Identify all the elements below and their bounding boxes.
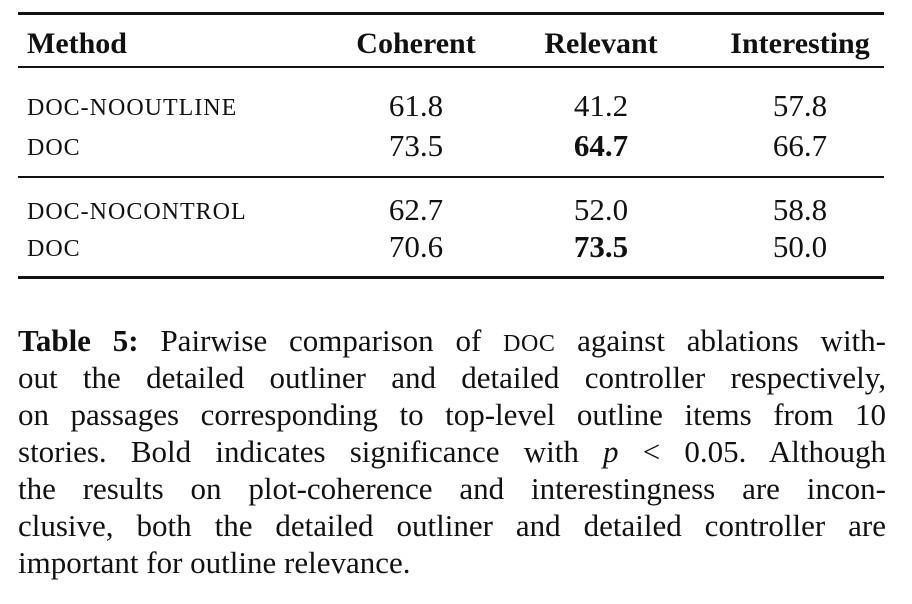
caption-label: Table 5: (18, 323, 139, 358)
group-rule (18, 176, 884, 178)
caption-text: stories. Bold indicates significance wit… (18, 434, 604, 469)
caption-text: Pairwise comparison of (138, 323, 504, 358)
header-cell: Coherent (356, 27, 476, 60)
caption-line: Table 5: Pairwise comparison of DOC agai… (18, 322, 886, 363)
caption-line: on passages corresponding to top-level o… (18, 396, 886, 433)
top-rule (18, 12, 884, 15)
caption-text: < 0.05. Although (618, 434, 887, 469)
header-cell: Method (27, 27, 127, 60)
value-cell: 50.0 (772, 229, 828, 264)
method-cell: DOC-NOOUTLINE (27, 95, 238, 121)
value-cell: 66.7 (772, 128, 828, 163)
value-cell: 41.2 (573, 88, 629, 123)
caption-text: clusive, both the detailed outliner and … (18, 508, 886, 543)
header-cell: Interesting (730, 27, 870, 60)
value-cell: 58.8 (772, 192, 828, 227)
caption-text: on passages corresponding to top-level o… (18, 397, 886, 432)
header-rule (18, 66, 884, 68)
caption-text: the results on plot-coherence and intere… (18, 471, 886, 506)
value-cell: 57.8 (772, 88, 828, 123)
value-cell: 73.5 (573, 229, 629, 264)
value-cell: 73.5 (388, 128, 444, 163)
value-cell: 61.8 (388, 88, 444, 123)
value-cell: 70.6 (388, 229, 444, 264)
method-cell: DOC (27, 135, 81, 161)
caption-text: important for outline relevance. (18, 545, 411, 580)
caption-line: important for outline relevance. (18, 544, 886, 581)
value-cell: 62.7 (388, 192, 444, 227)
caption-line: the results on plot-coherence and intere… (18, 470, 886, 507)
value-cell: 52.0 (573, 192, 629, 227)
caption-text: p (603, 434, 619, 469)
header-cell: Relevant (544, 27, 658, 60)
caption-line: stories. Bold indicates significance wit… (18, 433, 886, 470)
caption-text: against ablations with- (555, 323, 886, 358)
value-cell: 64.7 (573, 128, 629, 163)
caption-line: out the detailed outliner and detailed c… (18, 359, 886, 396)
caption-text: out the detailed outliner and detailed c… (18, 360, 886, 395)
method-cell: DOC (27, 236, 81, 262)
caption-line: clusive, both the detailed outliner and … (18, 507, 886, 544)
method-cell: DOC-NOCONTROL (27, 199, 247, 225)
caption-text: DOC (503, 331, 556, 357)
bottom-rule (18, 276, 884, 279)
